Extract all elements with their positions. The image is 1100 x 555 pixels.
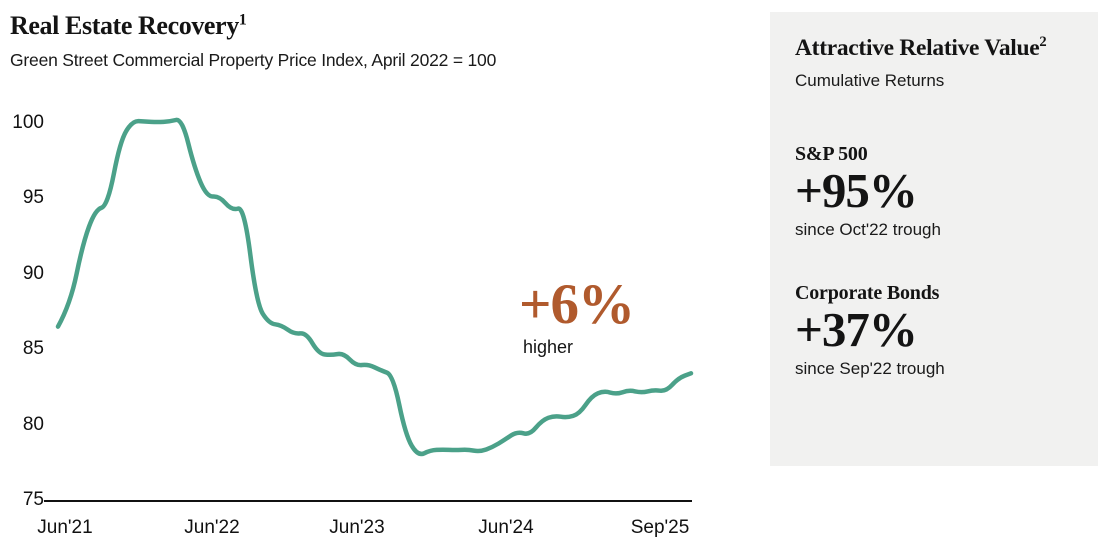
x-tick-label: Sep'25 xyxy=(630,517,690,538)
stat-caption: since Oct'22 trough xyxy=(795,219,941,239)
sidebar-title-footnote-marker: 2 xyxy=(1039,34,1047,51)
chart-subtitle: Green Street Commercial Property Price I… xyxy=(10,50,497,70)
relative-value-sidebar: Attractive Relative Value2 Cumulative Re… xyxy=(770,12,1098,466)
sidebar-title: Attractive Relative Value2 xyxy=(795,34,1080,62)
stat-caption: since Sep'22 trough xyxy=(795,358,945,378)
change-annotation: +6% higher xyxy=(519,273,635,358)
y-tick-label: 95 xyxy=(22,187,44,209)
stat-sp500: S&P 500 +95% since Oct'22 trough xyxy=(795,143,1080,240)
chart-title-footnote-marker: 1 xyxy=(238,11,247,29)
real-estate-chart-panel: Real Estate Recovery1 Green Street Comme… xyxy=(10,11,694,538)
chart-title-text: Real Estate Recovery xyxy=(10,11,239,40)
x-tick-label: Jun'24 xyxy=(478,517,534,538)
change-annotation-label: higher xyxy=(523,337,574,357)
y-tick-label: 100 xyxy=(12,112,44,133)
x-tick-label: Jun'22 xyxy=(184,517,240,538)
stat-name: Corporate Bonds xyxy=(795,281,940,304)
stat-value: +95% xyxy=(795,162,918,218)
line-plot-area: 75 80 85 90 95 100 Jun'21 Jun'22 Jun'23 Jun'24 Se… xyxy=(12,112,694,538)
y-tick-label: 85 xyxy=(22,338,44,360)
stat-corporate-bonds: Corporate Bonds +37% since Sep'22 trough xyxy=(795,282,1080,379)
index-line-series xyxy=(55,117,694,457)
y-tick-label: 90 xyxy=(22,262,44,284)
price-index-line-chart xyxy=(44,117,694,502)
x-tick-label: Jun'21 xyxy=(37,517,93,538)
y-tick-label: 80 xyxy=(22,413,44,435)
x-tick-label: Jun'23 xyxy=(329,517,385,538)
y-tick-label: 75 xyxy=(22,489,44,510)
change-annotation-value: +6% xyxy=(519,273,635,336)
stat-value: +37% xyxy=(795,301,918,357)
sidebar-title-text: Attractive Relative Value xyxy=(795,35,1040,61)
sidebar-subtitle: Cumulative Returns xyxy=(795,70,945,90)
stat-name: S&P 500 xyxy=(795,142,868,165)
chart-title: Real Estate Recovery1 xyxy=(10,11,247,41)
